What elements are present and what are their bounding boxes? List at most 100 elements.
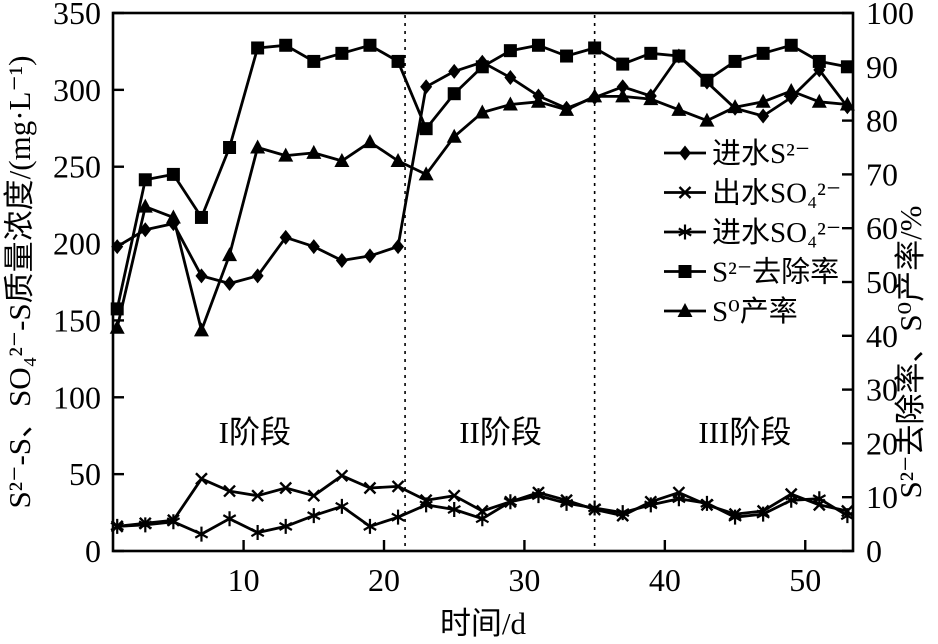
right-axis-tick-label: 90 (866, 49, 898, 85)
diamond-marker (223, 276, 236, 292)
diamond-marker (420, 79, 433, 95)
series-4-triangle (109, 83, 855, 337)
triangle-marker (727, 99, 743, 114)
square-marker (560, 49, 574, 63)
left-axis-tick-label: 200 (53, 226, 101, 262)
asterisk-marker (475, 511, 490, 527)
asterisk-marker (784, 492, 798, 508)
legend-item-1: 出水SO₄²⁻ (664, 177, 841, 210)
left-axis-tick-label: 350 (53, 0, 101, 31)
diamond-marker (757, 108, 770, 124)
left-axis-title: S²⁻-S、SO₄²⁻-S质量浓度/(mg·L⁻¹) (2, 56, 37, 509)
square-marker (840, 60, 854, 74)
square-marker (307, 54, 321, 68)
asterisk-marker (278, 518, 293, 534)
triangle-marker (278, 147, 294, 162)
legend-label: 进水S²⁻ (712, 137, 810, 170)
right-axis-tick-label: 0 (866, 533, 882, 569)
asterisk-marker (756, 506, 770, 522)
diamond-marker (363, 248, 376, 264)
right-axis-tick-label: 100 (866, 0, 914, 31)
square-marker (812, 54, 826, 68)
left-axis-tick-label: 150 (53, 302, 101, 338)
triangle-marker (643, 91, 659, 106)
triangle-marker (306, 144, 322, 159)
x-axis-tick-label: 10 (228, 562, 260, 598)
asterisk-marker (587, 500, 602, 516)
diamond-marker (504, 70, 517, 86)
asterisk-marker (166, 514, 181, 530)
x-marker (391, 480, 405, 493)
left-axis-tick-label: 300 (53, 72, 101, 108)
triangle-marker (165, 209, 181, 224)
square-marker (616, 57, 630, 71)
triangle-marker (390, 152, 406, 167)
triangle-marker (699, 112, 715, 127)
left-axis-tick-label: 100 (53, 379, 101, 415)
asterisk-marker (678, 224, 692, 240)
asterisk-marker (644, 497, 658, 513)
legend-item-4: S⁰产率 (664, 295, 798, 328)
square-marker (391, 54, 405, 68)
triangle-marker (222, 247, 238, 262)
legend-label: 进水SO₄²⁻ (712, 216, 841, 249)
triangle-marker (677, 303, 693, 317)
triangle-marker (811, 93, 827, 108)
series-2-asterisk (110, 488, 855, 542)
diamond-marker (279, 229, 292, 245)
square-marker (138, 173, 152, 187)
x-marker (447, 489, 461, 503)
x-axis-title: 时间/d (440, 606, 527, 641)
asterisk-marker (812, 491, 827, 507)
triangle-marker (671, 101, 687, 116)
square-marker (447, 87, 461, 101)
square-marker (678, 265, 692, 278)
asterisk-marker (335, 498, 349, 514)
asterisk-marker (728, 509, 742, 525)
diamond-marker (679, 145, 691, 161)
legend-item-2: 进水SO₄²⁻ (664, 216, 841, 249)
phase-label: II阶段 (459, 415, 542, 450)
right-axis-title: S²⁻去除率、S⁰产率/% (893, 205, 928, 498)
triangle-marker (783, 83, 799, 98)
svg-text:S²⁻去除率、S⁰产率/%: S²⁻去除率、S⁰产率/% (893, 205, 928, 498)
x-marker (223, 484, 236, 498)
right-axis: 0 10 20 30 40 50 60 70 80 90 100 (842, 0, 914, 569)
phase-label: I阶段 (219, 415, 291, 450)
x-axis-tick-label: 40 (649, 562, 681, 598)
square-marker (419, 122, 433, 136)
right-axis-tick-label: 20 (866, 425, 898, 461)
triangle-marker (502, 96, 518, 111)
x-marker (251, 489, 264, 503)
triangle-marker (137, 198, 153, 213)
right-axis-tick-label: 40 (866, 318, 898, 354)
x-marker (475, 504, 489, 518)
left-axis-tick-label: 0 (85, 533, 101, 569)
square-marker (194, 210, 208, 224)
x-marker (195, 472, 208, 486)
asterisk-marker (250, 525, 265, 541)
square-marker (784, 38, 798, 52)
asterisk-marker (447, 501, 461, 517)
diamond-marker (251, 268, 264, 284)
square-marker (335, 46, 349, 60)
asterisk-marker (194, 526, 209, 542)
right-axis-tick-label: 30 (866, 372, 898, 408)
left-axis-tick-label: 250 (53, 149, 101, 185)
triangle-marker (530, 93, 546, 108)
square-marker (475, 60, 489, 74)
triangle-marker (559, 101, 575, 116)
diamond-marker (392, 239, 405, 255)
asterisk-marker (615, 505, 630, 521)
left-axis-tick-label: 50 (69, 456, 101, 492)
x-axis-tick-label: 30 (508, 562, 540, 598)
asterisk-marker (700, 495, 714, 511)
x-axis: 10 20 30 40 50 (228, 540, 821, 598)
legend-label: S²⁻去除率 (712, 256, 839, 289)
square-marker (251, 41, 265, 55)
triangle-marker (250, 139, 266, 154)
triangle-marker (418, 166, 434, 181)
diamond-marker (813, 62, 826, 78)
